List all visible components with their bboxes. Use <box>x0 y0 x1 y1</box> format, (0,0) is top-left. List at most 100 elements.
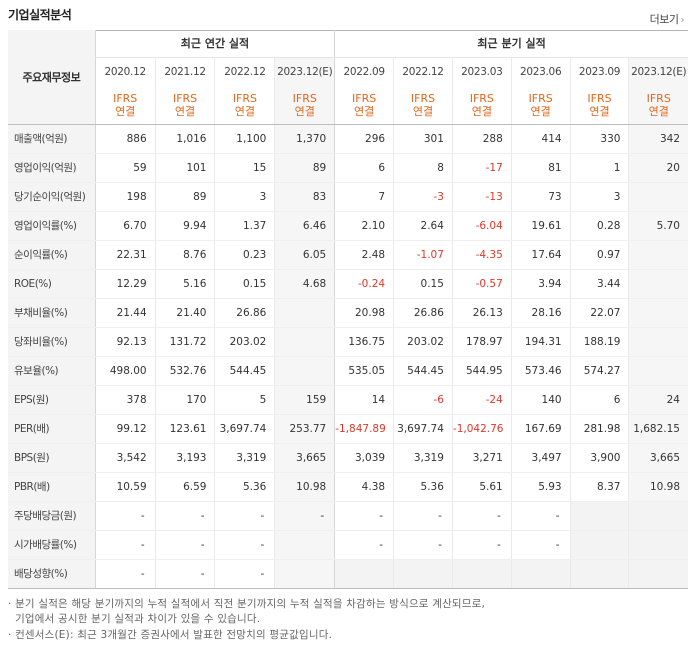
basis-6: IFRS 연결 <box>451 86 512 125</box>
more-label: 더보기 <box>649 13 679 26</box>
table-cell: 253.77 <box>274 414 335 444</box>
period-2: 2022.12 <box>214 57 275 86</box>
table-cell <box>274 530 335 560</box>
table-cell: 3,497 <box>510 443 571 473</box>
note-quarterly-cont: 기업에서 공시한 분기 실적과 차이가 있을 수 있습니다. <box>8 613 261 625</box>
table-cell: 10.98 <box>274 472 335 502</box>
table-cell: 498.00 <box>94 356 156 386</box>
basis-standard: IFRS <box>113 91 138 105</box>
table-cell: 6.59 <box>154 472 215 502</box>
table-cell: 83 <box>274 182 335 212</box>
basis-9: IFRS 연결 <box>628 86 688 125</box>
table-cell: 26.86 <box>393 297 453 328</box>
basis-scope: 연결 <box>354 104 375 118</box>
table-cell: 6 <box>569 384 629 415</box>
table-cell <box>628 530 688 560</box>
table-cell: 3,271 <box>451 443 512 473</box>
table-cell <box>628 559 688 589</box>
table-cell: -4.35 <box>451 240 512 270</box>
table-cell: 3 <box>569 182 629 212</box>
table-cell: -24 <box>451 384 512 415</box>
basis-scope: 연결 <box>530 104 551 118</box>
basis-scope: 연결 <box>174 104 196 118</box>
table-cell: 3,665 <box>274 443 335 473</box>
table-row: EPS(원) 378 170 5 159 14 -6 -24 140 6 24 <box>8 384 688 415</box>
table-cell: -6.04 <box>451 210 512 241</box>
basis-row: IFRS 연결 IFRS 연결 IFRS 연결 IFRS 연결 IFRS 연결 IFRS 연결 IFRS… <box>8 86 688 125</box>
row-label-header: 주요재무정보 <box>8 30 96 125</box>
row-label: 유보율(%) <box>8 356 96 386</box>
table-cell: 1 <box>569 153 629 183</box>
table-cell: 288 <box>451 124 512 154</box>
basis-scope: 연결 <box>648 104 669 118</box>
table-row: 시가배당률(%) - - - - - - - <box>8 530 688 560</box>
table-cell <box>393 559 453 589</box>
table-cell: - <box>393 500 453 531</box>
table-cell <box>569 559 629 589</box>
basis-3: IFRS 연결 <box>274 86 335 125</box>
table-cell: - <box>94 500 156 531</box>
table-cell: 6 <box>334 153 394 183</box>
table-cell: 6.70 <box>94 210 156 241</box>
table-row: 당좌비율(%) 92.13 131.72 203.02 136.75 203.02 178.… <box>8 327 688 357</box>
table-cell: - <box>510 500 571 531</box>
table-cell: 159 <box>274 384 335 415</box>
table-cell <box>451 559 512 589</box>
table-cell: 26.13 <box>451 297 512 328</box>
table-cell: 167.69 <box>510 414 571 444</box>
table-cell: 99.12 <box>94 414 156 444</box>
table-cell: 1,370 <box>274 124 335 154</box>
basis-standard: IFRS <box>352 91 377 105</box>
table-cell: 3,319 <box>214 443 275 473</box>
table-cell: 7 <box>334 182 394 212</box>
basis-4: IFRS 연결 <box>334 86 394 125</box>
table-cell <box>628 269 688 299</box>
table-cell: 5.61 <box>451 472 512 502</box>
table-cell: 5.36 <box>214 472 275 502</box>
period-3: 2023.12(E) <box>274 57 335 86</box>
table-cell <box>628 182 688 212</box>
table-cell: -17 <box>451 153 512 183</box>
table-cell: 4.68 <box>274 269 335 299</box>
table-cell: -6 <box>393 384 453 415</box>
table-cell: - <box>94 530 156 560</box>
basis-scope: 연결 <box>115 104 136 118</box>
table-cell: 73 <box>510 182 571 212</box>
row-label: 주당배당금(원) <box>8 500 96 531</box>
row-label: 시가배당률(%) <box>8 530 96 560</box>
table-cell: 170 <box>154 384 215 415</box>
basis-standard: IFRS <box>292 91 317 105</box>
table-row: 유보율(%) 498.00 532.76 544.45 535.05 544.45 544.… <box>8 356 688 386</box>
table-cell <box>274 327 335 357</box>
basis-scope: 연결 <box>294 104 315 118</box>
table-cell: - <box>393 530 453 560</box>
table-cell: 136.75 <box>334 327 394 357</box>
basis-0: IFRS 연결 <box>94 86 156 125</box>
table-cell: 544.45 <box>393 356 453 386</box>
table-cell: 296 <box>334 124 394 154</box>
table-row: 배당성향(%) - - - <box>8 559 688 589</box>
table-cell: - <box>214 500 275 531</box>
table-cell: 2.48 <box>334 240 394 270</box>
period-7: 2023.06 <box>510 57 571 86</box>
row-label: 매출액(억원) <box>8 124 96 154</box>
table-cell: - <box>334 500 394 531</box>
table-cell: 886 <box>94 124 156 154</box>
table-cell: -1,042.76 <box>451 414 512 444</box>
table-cell: -1.07 <box>393 240 453 270</box>
table-cell: 1.37 <box>214 210 275 241</box>
table-cell: 378 <box>94 384 156 415</box>
table-cell: -3 <box>393 182 453 212</box>
table-cell: 4.38 <box>334 472 394 502</box>
more-link[interactable]: 더보기 › <box>649 11 685 27</box>
table-body: 매출액(억원) 886 1,016 1,100 1,370 296 301 288 414 330… <box>8 124 688 589</box>
row-label: PBR(배) <box>8 472 96 502</box>
row-label: BPS(원) <box>8 443 96 473</box>
table-cell <box>569 500 629 531</box>
table-cell: 2.10 <box>334 210 394 241</box>
basis-standard: IFRS <box>232 91 258 105</box>
table-cell: 414 <box>510 124 571 154</box>
table-cell: 573.46 <box>510 356 571 386</box>
row-label: 배당성향(%) <box>8 559 96 589</box>
period-1: 2021.12 <box>154 57 215 86</box>
